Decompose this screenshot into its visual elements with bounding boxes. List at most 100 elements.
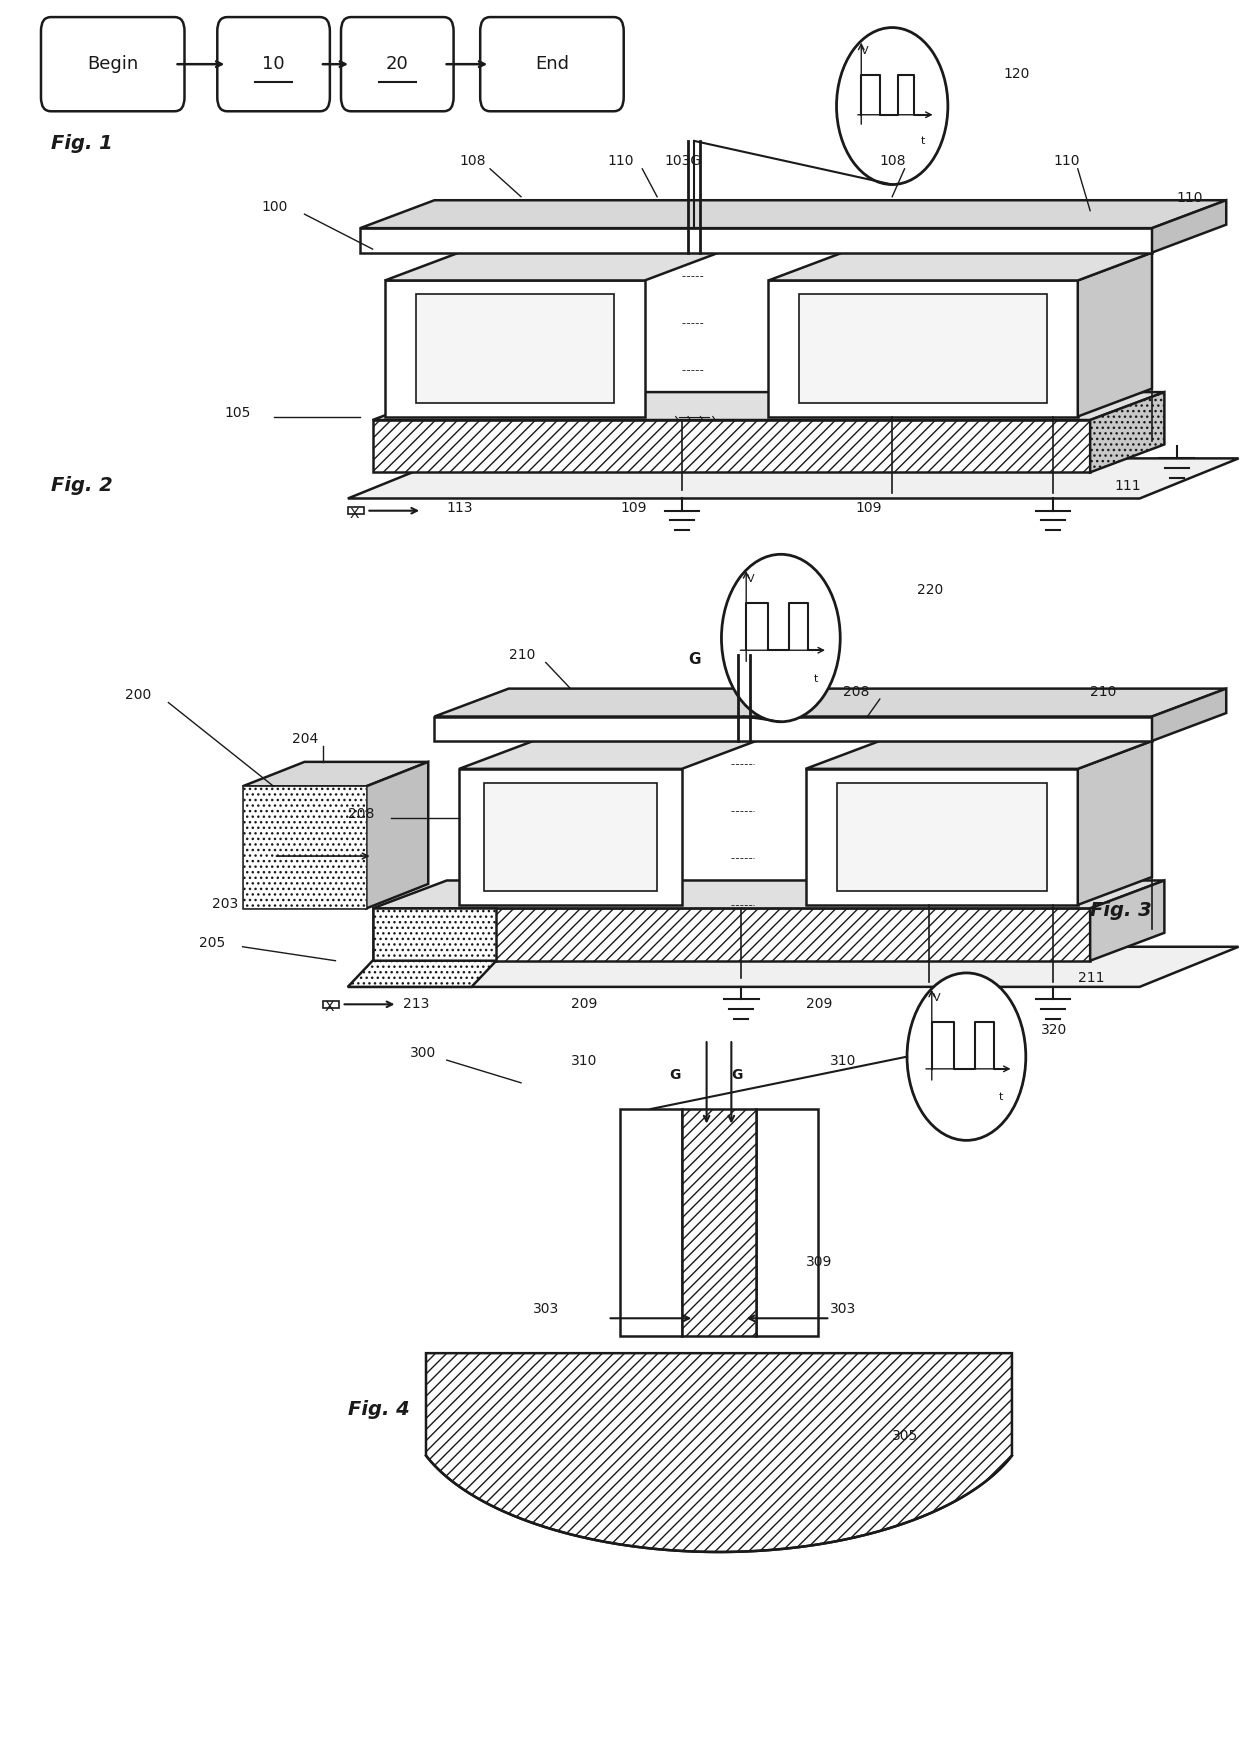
Text: 103G: 103G — [665, 154, 702, 168]
Polygon shape — [1090, 880, 1164, 961]
Text: 303: 303 — [533, 1302, 559, 1315]
Polygon shape — [806, 741, 1152, 769]
Polygon shape — [459, 769, 682, 905]
Text: 209: 209 — [570, 998, 596, 1012]
Text: 108: 108 — [459, 154, 486, 168]
Text: 205: 205 — [200, 936, 226, 950]
FancyBboxPatch shape — [480, 17, 624, 112]
Polygon shape — [372, 880, 1164, 908]
Circle shape — [722, 554, 841, 722]
Text: 110: 110 — [1053, 154, 1080, 168]
Text: 220: 220 — [916, 583, 944, 597]
Text: X: X — [325, 1001, 334, 1015]
Text: G: G — [732, 1069, 743, 1083]
Polygon shape — [372, 908, 1090, 961]
Text: 110: 110 — [608, 154, 634, 168]
Polygon shape — [384, 281, 645, 416]
Text: 200: 200 — [125, 688, 151, 702]
Text: G: G — [688, 652, 701, 667]
Polygon shape — [347, 961, 496, 987]
Text: Fig. 3: Fig. 3 — [1090, 901, 1152, 921]
Polygon shape — [620, 1109, 682, 1336]
Text: Fig. 4: Fig. 4 — [347, 1401, 409, 1419]
Polygon shape — [1152, 688, 1226, 741]
Text: 100: 100 — [262, 199, 288, 213]
Text: 210: 210 — [508, 648, 534, 662]
Polygon shape — [769, 253, 1152, 281]
Text: 111: 111 — [1115, 479, 1142, 493]
Polygon shape — [434, 688, 1226, 716]
Text: 109: 109 — [620, 501, 646, 515]
Polygon shape — [324, 1001, 340, 1008]
Polygon shape — [1152, 201, 1226, 253]
Text: 210: 210 — [1090, 685, 1116, 699]
Polygon shape — [347, 458, 1239, 498]
Text: Begin: Begin — [87, 56, 139, 73]
FancyBboxPatch shape — [217, 17, 330, 112]
Polygon shape — [756, 1109, 818, 1336]
Text: 213: 213 — [403, 998, 430, 1012]
Polygon shape — [434, 716, 1152, 741]
Polygon shape — [427, 1354, 1012, 1551]
Text: 320: 320 — [1040, 1024, 1066, 1038]
Polygon shape — [682, 1109, 756, 1336]
Text: t: t — [813, 674, 817, 683]
Polygon shape — [1078, 253, 1152, 416]
Polygon shape — [243, 786, 366, 908]
Text: 208: 208 — [843, 685, 869, 699]
Text: V: V — [861, 45, 869, 56]
Text: 209: 209 — [806, 998, 832, 1012]
Polygon shape — [347, 507, 363, 514]
Text: 113: 113 — [446, 501, 474, 515]
Polygon shape — [837, 783, 1047, 891]
Text: End: End — [534, 56, 569, 73]
Polygon shape — [347, 947, 1239, 987]
Circle shape — [837, 28, 947, 185]
FancyBboxPatch shape — [341, 17, 454, 112]
Text: V: V — [748, 575, 755, 583]
Polygon shape — [769, 281, 1078, 416]
Text: V: V — [932, 992, 941, 1003]
Polygon shape — [366, 762, 428, 908]
Text: Fig. 1: Fig. 1 — [51, 135, 113, 154]
Text: Fig. 2: Fig. 2 — [51, 475, 113, 494]
Circle shape — [906, 973, 1025, 1141]
Text: 109: 109 — [856, 501, 882, 515]
Text: 310: 310 — [570, 1055, 596, 1069]
Polygon shape — [384, 253, 719, 281]
Polygon shape — [360, 229, 1152, 253]
Text: 309: 309 — [806, 1254, 832, 1268]
Text: X: X — [350, 507, 358, 521]
Polygon shape — [484, 783, 657, 891]
Polygon shape — [243, 786, 366, 908]
Polygon shape — [459, 741, 756, 769]
Text: 108: 108 — [880, 154, 906, 168]
Text: 303: 303 — [831, 1302, 857, 1315]
FancyBboxPatch shape — [41, 17, 185, 112]
Polygon shape — [372, 391, 1164, 419]
Text: t: t — [921, 136, 925, 147]
Text: 300: 300 — [409, 1046, 436, 1060]
Polygon shape — [243, 762, 428, 786]
Text: 211: 211 — [1078, 971, 1105, 985]
Polygon shape — [360, 201, 1226, 229]
Text: 204: 204 — [293, 732, 319, 746]
Polygon shape — [372, 419, 1090, 472]
Text: 110: 110 — [1177, 190, 1203, 204]
Text: 203: 203 — [212, 898, 238, 912]
Text: 305: 305 — [893, 1429, 919, 1443]
Text: 120: 120 — [1003, 66, 1030, 80]
Text: t: t — [999, 1092, 1003, 1102]
Polygon shape — [1078, 741, 1152, 905]
Polygon shape — [372, 908, 496, 961]
Polygon shape — [1090, 391, 1164, 472]
Text: 20: 20 — [386, 56, 409, 73]
Polygon shape — [800, 295, 1047, 402]
Polygon shape — [806, 769, 1078, 905]
Text: G: G — [670, 1069, 681, 1083]
Text: 310: 310 — [831, 1055, 857, 1069]
Polygon shape — [415, 295, 614, 402]
Text: 105: 105 — [224, 405, 250, 419]
Text: 10: 10 — [263, 56, 285, 73]
Text: 208: 208 — [347, 807, 374, 821]
